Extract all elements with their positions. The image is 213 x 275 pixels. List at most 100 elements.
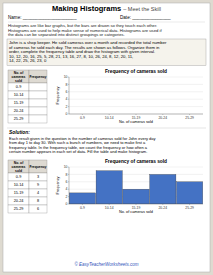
table-header-cell <box>29 70 47 83</box>
table-text: 20-24 <box>14 199 24 203</box>
problem-text: 14, 22, 25, 26, 23, 0 <box>9 58 47 63</box>
name-label: Name: _____________________ <box>8 15 77 20</box>
bar <box>176 182 202 204</box>
table-cell <box>29 197 47 205</box>
table-text: 25-29 <box>14 207 24 211</box>
tick-label: 25-29 <box>185 116 194 120</box>
divider <box>7 128 206 129</box>
x-label: No. of cameras sold <box>119 120 153 124</box>
bars <box>69 171 202 204</box>
title: Making Histograms <box>52 4 121 13</box>
tick-label: 2 <box>66 105 68 109</box>
worksheet: Making Histograms– Meet the Skill Name: _… <box>0 0 213 275</box>
tick-label: 0 <box>66 112 68 116</box>
table-header: Frequency <box>30 75 47 79</box>
table-cell <box>29 181 47 189</box>
table-header: sold <box>15 169 22 173</box>
intro-text: the data can be separated into distinct … <box>8 32 125 37</box>
chart-title: Frequency of cameras sold <box>105 159 167 164</box>
tick-label: 15-19 <box>132 206 141 210</box>
table-text: 20-24 <box>14 109 24 113</box>
table-cell <box>8 83 29 91</box>
tick-label: 0-9 <box>80 206 85 210</box>
chart-title: Frequency of cameras sold <box>105 69 167 74</box>
table-cell <box>8 173 29 181</box>
table-cell <box>29 205 47 213</box>
table-cell <box>29 99 47 107</box>
tick-label: 4 <box>66 97 68 101</box>
table-text: 6 <box>37 207 39 211</box>
table-header-cell <box>8 70 29 83</box>
date-label: Date: _______________ <box>120 15 171 20</box>
grid-line <box>69 114 203 115</box>
solution-label: Solution: <box>9 130 30 135</box>
x-axis <box>69 204 203 205</box>
table-cell <box>29 189 47 197</box>
table-text: 3 <box>37 175 39 179</box>
y-axis <box>69 77 70 114</box>
table-header: Frequency <box>30 165 47 169</box>
table-cell <box>8 205 29 213</box>
x-label: No. of cameras sold <box>119 210 153 214</box>
histogram: Frequency of cameras sold 0 2 4 6 8 10 0-9 10-14… <box>56 159 203 214</box>
tick-label: 2 <box>66 195 68 199</box>
grid-line <box>69 91 203 92</box>
table-cell <box>29 107 47 115</box>
table-header-cell <box>29 160 47 173</box>
tick-label: 10-14 <box>105 116 114 120</box>
tick-label: 15-19 <box>132 116 141 120</box>
y-label: Frequency <box>56 86 60 104</box>
tick-label: 6 <box>66 90 68 94</box>
tick-label: 25-29 <box>185 206 194 210</box>
table-text: 25-29 <box>14 117 24 121</box>
table-header-cell <box>8 160 29 173</box>
tick-label: 10 <box>64 75 68 79</box>
table-text: 15-19 <box>14 101 24 105</box>
y-label: Frequency <box>56 176 60 194</box>
table-text: 10-14 <box>14 93 24 97</box>
grid-line <box>69 174 203 175</box>
table-cell <box>29 115 47 123</box>
tick-label: 8 <box>66 173 68 177</box>
title-line: Making Histograms– Meet the Skill <box>52 4 161 13</box>
page <box>3 3 210 272</box>
bar <box>150 174 176 204</box>
y-axis <box>69 167 70 204</box>
table-header: sold <box>15 79 22 83</box>
table-text: 10-14 <box>14 183 24 187</box>
table-text: 0-9 <box>16 85 22 89</box>
grid-line <box>69 106 203 107</box>
table-cell <box>29 91 47 99</box>
table-cell <box>8 197 29 205</box>
tick-label: 20-24 <box>158 116 167 120</box>
table-cell <box>8 115 29 123</box>
grid-line <box>69 84 203 85</box>
tick-label: 10-14 <box>105 206 114 210</box>
table-cell <box>8 189 29 197</box>
table-text: 0-9 <box>16 175 22 179</box>
tick-label: 8 <box>66 83 68 87</box>
table-text: 9 <box>37 183 39 187</box>
tick-label: 4 <box>66 187 68 191</box>
tick-label: 0-9 <box>80 116 85 120</box>
table-cell <box>29 83 47 91</box>
histogram: Frequency of cameras sold 0 2 4 6 8 10 0-9 10-14… <box>56 69 203 124</box>
table-cell <box>29 173 47 181</box>
table-cell <box>8 99 29 107</box>
bar <box>96 171 122 204</box>
table-text: 4 <box>37 191 39 195</box>
table-cell <box>8 181 29 189</box>
table-cell <box>8 107 29 115</box>
table-text: 15-19 <box>14 191 24 195</box>
grid-line <box>69 99 203 100</box>
tick-label: 6 <box>66 180 68 184</box>
problem-box <box>7 39 206 66</box>
tick-label: 0 <box>66 202 68 206</box>
subtitle: – Meet the Skill <box>123 6 161 12</box>
table-cell <box>8 91 29 99</box>
bar <box>69 193 95 204</box>
tick-label: 10 <box>64 165 68 169</box>
x-axis <box>69 114 203 115</box>
grid-line <box>69 167 203 168</box>
grid-line <box>69 77 203 78</box>
